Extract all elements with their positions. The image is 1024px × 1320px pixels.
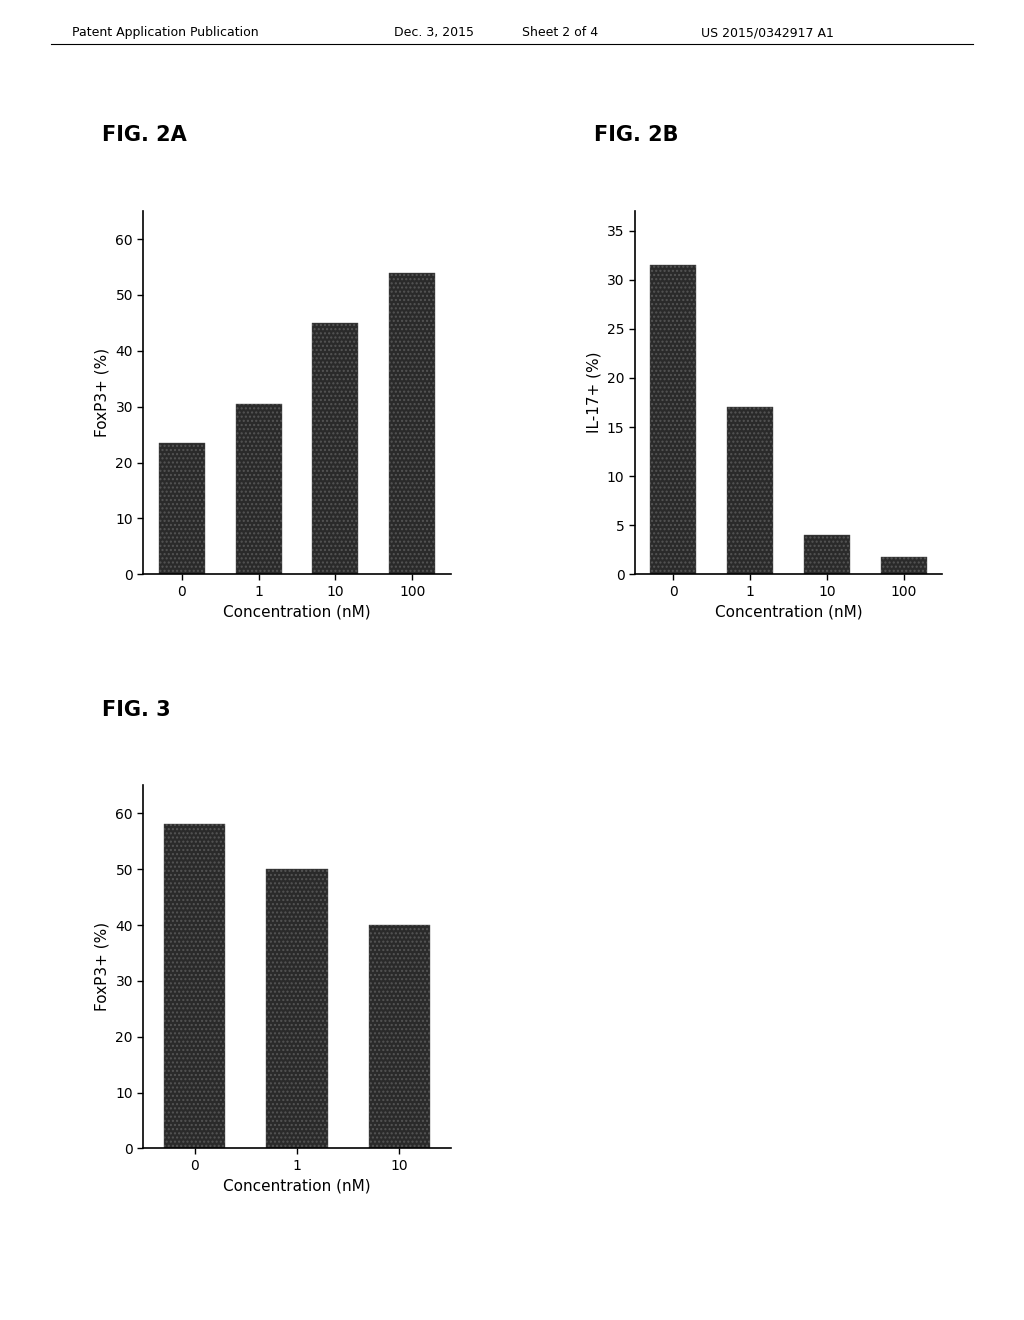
Text: Sheet 2 of 4: Sheet 2 of 4 — [522, 26, 598, 40]
Text: Dec. 3, 2015: Dec. 3, 2015 — [394, 26, 474, 40]
Bar — [312, 323, 358, 574]
Bar — [881, 557, 927, 574]
Bar — [804, 535, 850, 574]
Text: FIG. 2A: FIG. 2A — [102, 125, 187, 145]
Text: FIG. 2B: FIG. 2B — [594, 125, 679, 145]
Bar — [369, 925, 430, 1148]
Bar — [164, 825, 225, 1148]
X-axis label: Concentration (nM): Concentration (nM) — [715, 605, 862, 619]
Text: Patent Application Publication: Patent Application Publication — [72, 26, 258, 40]
Y-axis label: FoxP3+ (%): FoxP3+ (%) — [95, 348, 110, 437]
Text: FIG. 3: FIG. 3 — [102, 700, 171, 719]
Bar — [727, 408, 773, 574]
Bar — [159, 444, 205, 574]
Y-axis label: IL-17+ (%): IL-17+ (%) — [587, 352, 601, 433]
Bar — [266, 869, 328, 1148]
Text: US 2015/0342917 A1: US 2015/0342917 A1 — [701, 26, 835, 40]
Bar — [650, 265, 696, 574]
X-axis label: Concentration (nM): Concentration (nM) — [223, 1179, 371, 1193]
Bar — [236, 404, 282, 574]
Bar — [389, 273, 435, 574]
X-axis label: Concentration (nM): Concentration (nM) — [223, 605, 371, 619]
Y-axis label: FoxP3+ (%): FoxP3+ (%) — [95, 923, 110, 1011]
